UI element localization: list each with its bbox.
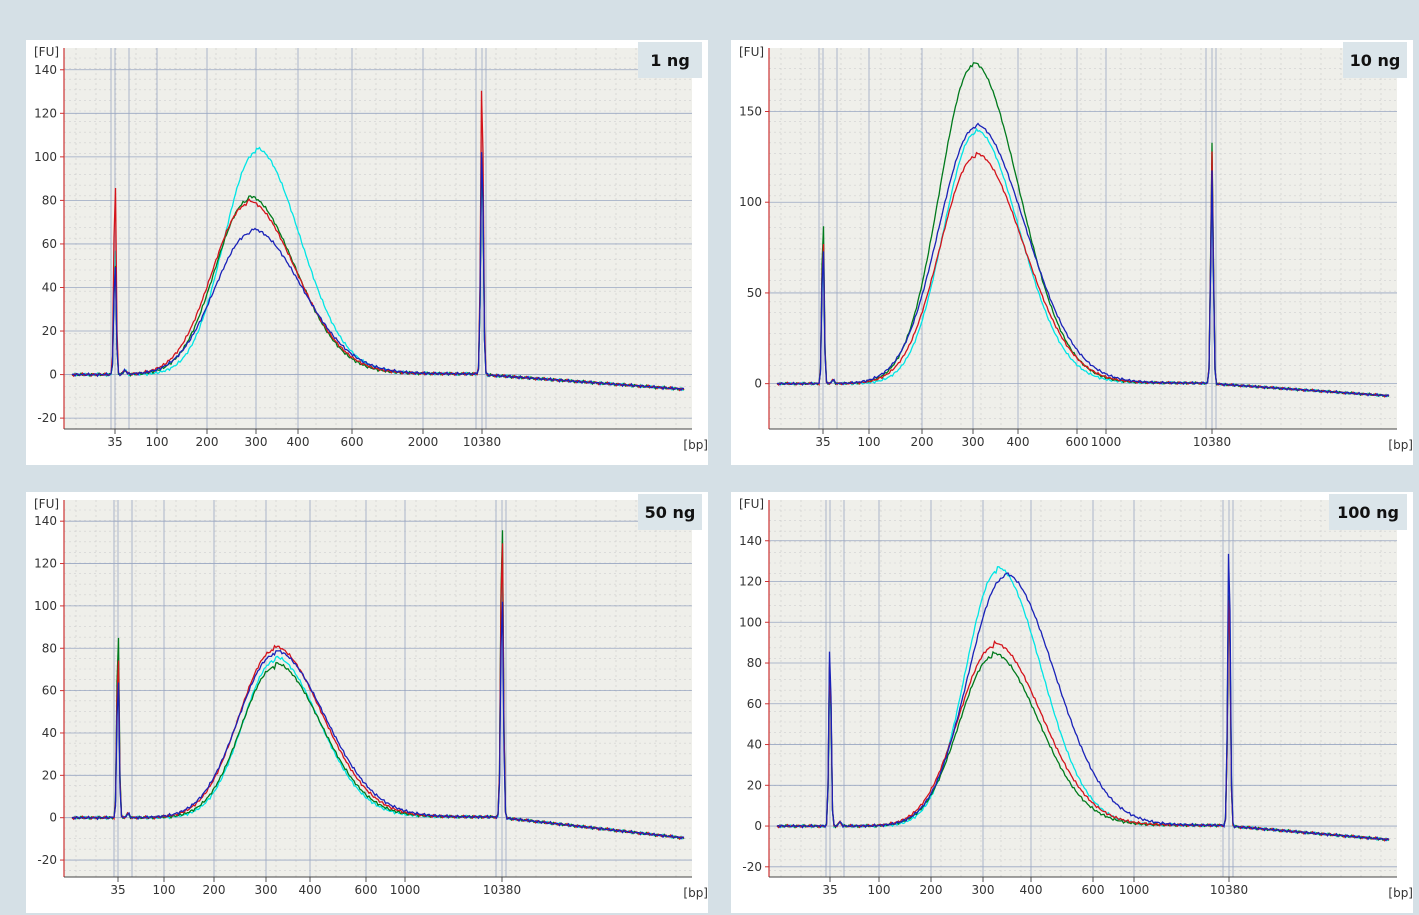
y-tick-label: 140 [34,63,57,77]
y-tick-label: -20 [742,860,762,874]
x-tick-label: 200 [911,435,934,449]
y-tick-label: 140 [34,514,57,528]
x-tick-label: 200 [196,435,219,449]
y-tick-label: 80 [747,656,762,670]
y-tick-label: 120 [34,557,57,571]
sample-label: 50 ng [645,503,696,522]
y-tick-label: 80 [42,193,57,207]
plot-area [64,48,692,429]
series-trace-3 [71,90,685,392]
y-tick-label: 40 [42,726,57,740]
series-trace-4 [776,553,1390,842]
x-tick-label: 35 [110,883,125,897]
x-tick-label: 35 [815,435,830,449]
y-tick-label: 60 [42,237,57,251]
electropherogram-chart: -20 0 20 40 60 80 100 120 140 35 100 200 300 400 600 10… [34,494,708,900]
chart-panel-100ng: -20 0 20 40 60 80 100 120 140 35 100 200 300 400 600 10… [731,492,1413,913]
x-tick-label: 10380 [1193,435,1231,449]
x-tick-label: 400 [1020,883,1043,897]
series-trace-3 [776,151,1390,398]
series-trace-4 [71,152,685,392]
x-tick-label: 10380 [1210,883,1248,897]
x-tick-label: 200 [203,883,226,897]
x-axis-label: [bp] [683,438,708,452]
x-axis-label: [bp] [1388,886,1413,900]
sample-label: 1 ng [650,51,690,70]
sample-label: 10 ng [1350,51,1401,70]
x-tick-label: 400 [299,883,322,897]
series-trace-4 [776,122,1390,398]
x-tick-label: 300 [962,435,985,449]
x-tick-label: 35 [107,435,122,449]
plot-area [769,500,1397,877]
x-tick-label: 600 [355,883,378,897]
y-tick-label: 0 [754,377,762,391]
y-tick-label: 100 [739,195,762,209]
sample-badge [638,494,702,530]
x-tick-label: 1000 [1091,435,1122,449]
x-tick-label: 35 [822,883,837,897]
chart-panel-50ng: -20 0 20 40 60 80 100 120 140 35 100 200 300 400 600 10… [26,492,708,913]
series-trace-1 [776,127,1390,398]
y-tick-label: 100 [739,615,762,629]
y-tick-label: 20 [747,778,762,792]
y-tick-label: 0 [754,819,762,833]
x-tick-label: 100 [868,883,891,897]
chart-panel-10ng: 0 50 100 150 35 100 200 300 400 600 1000 10380 [FU] [… [731,40,1413,465]
electropherogram-chart: -20 0 20 40 60 80 100 120 140 35 100 200 300 400 600 20… [34,42,708,452]
chart-panel-1ng: -20 0 20 40 60 80 100 120 140 35 100 200 300 400 600 20… [26,40,708,465]
x-axis-label: [bp] [683,886,708,900]
sample-badge [1343,42,1407,78]
x-tick-label: 1000 [390,883,421,897]
y-axis-label: [FU] [739,497,764,511]
y-tick-label: 120 [739,575,762,589]
y-axis-label: [FU] [739,45,764,59]
y-axis-label: [FU] [34,45,59,59]
series-trace-3 [776,600,1390,842]
sample-label: 100 ng [1337,503,1399,522]
y-tick-label: 40 [747,738,762,752]
y-tick-label: 100 [34,599,57,613]
x-tick-label: 1000 [1119,883,1150,897]
y-tick-label: 20 [42,324,57,338]
x-tick-label: 300 [255,883,278,897]
x-tick-label: 100 [153,883,176,897]
y-axis-label: [FU] [34,497,59,511]
plot-area [64,500,692,877]
y-tick-label: 20 [42,768,57,782]
x-tick-label: 400 [1007,435,1030,449]
x-tick-label: 600 [341,435,364,449]
x-tick-label: 600 [1066,435,1089,449]
y-tick-label: -20 [37,411,57,425]
x-tick-label: 100 [858,435,881,449]
sample-badge [638,42,702,78]
series-trace-4 [71,601,685,840]
y-tick-label: 140 [739,534,762,548]
x-tick-label: 2000 [408,435,439,449]
y-tick-label: 0 [49,811,57,825]
x-tick-label: 10380 [483,883,521,897]
sample-badge [1329,494,1407,530]
x-tick-label: 400 [287,435,310,449]
y-tick-label: 150 [739,105,762,119]
y-tick-label: 120 [34,106,57,120]
x-tick-label: 100 [146,435,169,449]
y-tick-label: 80 [42,641,57,655]
plot-area [769,48,1397,429]
y-tick-label: 0 [49,368,57,382]
y-tick-label: 50 [747,286,762,300]
x-axis-label: [bp] [1388,438,1413,452]
y-tick-label: 100 [34,150,57,164]
x-tick-label: 10380 [463,435,501,449]
x-tick-label: 600 [1082,883,1105,897]
y-tick-label: 40 [42,280,57,294]
x-tick-label: 300 [972,883,995,897]
x-tick-label: 300 [245,435,268,449]
y-tick-label: 60 [42,684,57,698]
y-tick-label: -20 [37,853,57,867]
electropherogram-chart: 0 50 100 150 35 100 200 300 400 600 1000 10380 [FU] [… [739,42,1413,452]
electropherogram-chart: -20 0 20 40 60 80 100 120 140 35 100 200 300 400 600 10… [739,494,1413,900]
y-tick-label: 60 [747,697,762,711]
x-tick-label: 200 [920,883,943,897]
